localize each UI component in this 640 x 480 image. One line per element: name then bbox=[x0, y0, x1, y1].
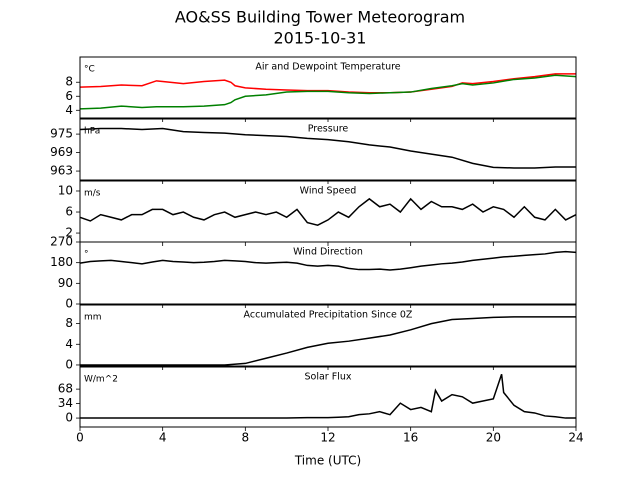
panel-unit: W/m^2 bbox=[84, 375, 118, 385]
panel-title: Pressure bbox=[308, 124, 349, 135]
data-line bbox=[79, 74, 577, 110]
x-tick-label: 0 bbox=[76, 431, 84, 445]
y-tick-label: 68 bbox=[58, 382, 73, 396]
y-tick-label: 4 bbox=[65, 103, 73, 117]
y-tick-label: 6 bbox=[65, 89, 73, 103]
data-line bbox=[79, 127, 576, 169]
y-tick-label: 963 bbox=[50, 164, 73, 178]
y-tick-label: 8 bbox=[65, 75, 73, 89]
panel-title: Air and Dewpoint Temperature bbox=[255, 62, 400, 73]
y-tick-label: 0 bbox=[65, 411, 73, 425]
x-tick-label: 16 bbox=[403, 431, 418, 445]
x-tick-label: 4 bbox=[159, 431, 167, 445]
y-tick-label: 180 bbox=[50, 255, 73, 269]
y-tick-label: 0 bbox=[65, 297, 73, 311]
panel-title: Wind Speed bbox=[300, 186, 357, 197]
data-line bbox=[80, 373, 576, 419]
y-tick-label: 90 bbox=[58, 276, 73, 290]
x-tick-label: 8 bbox=[242, 431, 250, 445]
y-tick-label: 8 bbox=[65, 316, 73, 330]
data-line bbox=[79, 197, 577, 226]
y-tick-label: 34 bbox=[58, 396, 73, 410]
y-tick-label: 2 bbox=[65, 226, 73, 240]
data-line bbox=[79, 73, 576, 94]
panel-unit: hPa bbox=[84, 127, 100, 137]
panel-unit: ° bbox=[84, 250, 89, 260]
x-tick-label: 24 bbox=[568, 431, 583, 445]
panel-title: Accumulated Precipitation Since 0Z bbox=[244, 310, 413, 321]
panel-unit: °C bbox=[84, 65, 95, 75]
x-tick-label: 12 bbox=[320, 431, 335, 445]
y-tick-label: 0 bbox=[65, 357, 73, 371]
y-tick-label: 6 bbox=[65, 205, 73, 219]
chart-title: AO&SS Building Tower Meteorogram bbox=[175, 8, 465, 27]
x-tick-label: 20 bbox=[486, 431, 501, 445]
panel-unit: mm bbox=[84, 313, 102, 323]
panel-title: Solar Flux bbox=[305, 372, 352, 383]
chart-subtitle: 2015-10-31 bbox=[274, 29, 367, 48]
panel-unit: m/s bbox=[84, 189, 101, 199]
y-tick-label: 975 bbox=[50, 127, 73, 141]
data-line bbox=[79, 250, 577, 271]
panel-title: Wind Direction bbox=[293, 247, 363, 258]
data-line bbox=[80, 316, 576, 366]
x-axis-label: Time (UTC) bbox=[294, 454, 361, 468]
y-tick-label: 10 bbox=[58, 183, 73, 197]
y-tick-label: 969 bbox=[50, 145, 73, 159]
y-tick-label: 4 bbox=[65, 337, 73, 351]
y-tick-label: 270 bbox=[50, 235, 73, 249]
